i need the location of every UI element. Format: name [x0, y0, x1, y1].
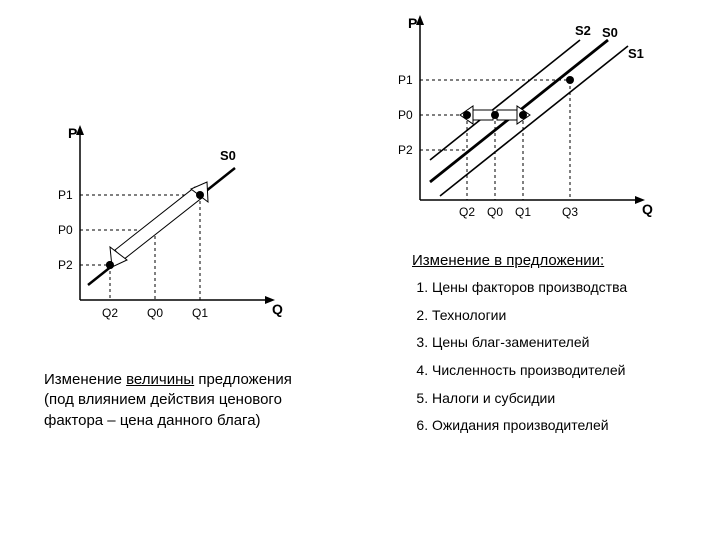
list-item: Технологии: [432, 305, 712, 327]
line-label-s2: S2: [575, 23, 591, 38]
ytick-p1: P1: [58, 188, 73, 202]
ytick-p1: P1: [398, 73, 413, 87]
line-label-s0: S0: [220, 148, 236, 163]
left-line1b: величины: [126, 371, 194, 388]
line-label-s1: S1: [628, 46, 644, 61]
left-text-block: Изменение величины предложения (под влия…: [44, 370, 304, 431]
chart-right: P Q S2 S0 S1 P1 P0 P2 Q2 Q0 Q1 Q3: [380, 10, 680, 243]
list-item: Цены благ-заменителей: [432, 332, 712, 354]
xtick-q1: Q1: [192, 306, 208, 320]
list-item: Налоги и субсидии: [432, 388, 712, 410]
ytick-p2: P2: [398, 143, 413, 157]
ytick-p0: P0: [58, 223, 73, 237]
list-item: Ожидания производителей: [432, 415, 712, 437]
left-line1a: Изменение: [44, 371, 126, 388]
xtick-q0: Q0: [487, 205, 503, 219]
xtick-q2: Q2: [102, 306, 118, 320]
line-label-s0: S0: [602, 25, 618, 40]
list-item: Цены факторов производства: [432, 277, 712, 299]
chart-left: P Q S0 P1 P0 P2 Q2 Q0 Q1: [40, 120, 300, 343]
xtick-q1: Q1: [515, 205, 531, 219]
ytick-p0: P0: [398, 108, 413, 122]
right-text-block: Изменение в предложении: Цены факторов п…: [412, 252, 712, 443]
xtick-q0: Q0: [147, 306, 163, 320]
xtick-q2: Q2: [459, 205, 475, 219]
right-heading: Изменение в предложении:: [412, 252, 712, 269]
axis-y-label: P: [408, 15, 417, 31]
factors-list: Цены факторов производства Технологии Це…: [412, 277, 712, 437]
axis-x-label: Q: [642, 201, 653, 217]
axis-y-label: P: [68, 125, 77, 141]
xtick-q3: Q3: [562, 205, 578, 219]
axis-x-label: Q: [272, 301, 283, 317]
ytick-p2: P2: [58, 258, 73, 272]
list-item: Численность производителей: [432, 360, 712, 382]
